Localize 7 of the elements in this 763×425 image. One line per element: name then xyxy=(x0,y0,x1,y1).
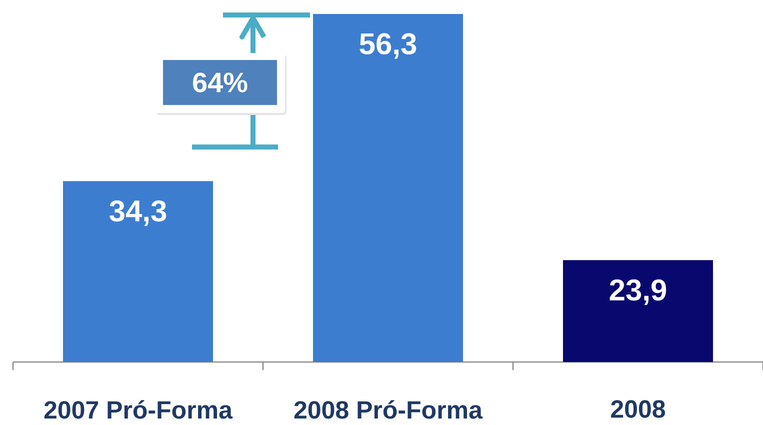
x-tick-label: 2008 Pró-Forma xyxy=(294,400,483,419)
data-label: 34,3 xyxy=(110,200,166,226)
data-label: 23,9 xyxy=(610,279,666,305)
x-tick-label: 2008 xyxy=(611,400,666,418)
x-tick-label: 2007 Pró-Forma xyxy=(44,400,233,419)
data-label: 56,3 xyxy=(360,33,416,59)
annotation: 64% xyxy=(193,72,248,92)
